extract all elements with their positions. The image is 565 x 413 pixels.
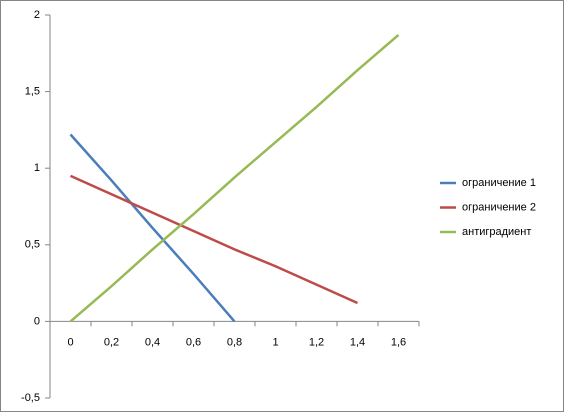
y-tick-label: 1,5 <box>25 86 40 98</box>
legend-label: ограничение 1 <box>462 177 536 189</box>
x-tick-label: 1,2 <box>309 336 324 348</box>
series-line <box>69 33 400 323</box>
y-tick-label: 1 <box>34 162 40 174</box>
x-tick-label: 0 <box>67 336 73 348</box>
series-line <box>69 174 359 305</box>
x-tick-label: 1,6 <box>391 336 406 348</box>
y-tick-label: -0,5 <box>21 392 40 404</box>
legend-label: ограничение 2 <box>462 201 536 213</box>
x-tick-label: 0,8 <box>227 336 242 348</box>
x-tick-label: 0,6 <box>186 336 201 348</box>
x-tick-label: 0,2 <box>104 336 119 348</box>
x-tick-label: 0,4 <box>145 336 160 348</box>
series-line <box>69 133 236 323</box>
x-tick-label: 1,4 <box>350 336 365 348</box>
legend-label: антиградиент <box>462 226 531 238</box>
y-tick-label: 2 <box>34 9 40 21</box>
y-tick-label: 0 <box>34 315 40 327</box>
y-tick-label: 0,5 <box>25 239 40 251</box>
x-tick-label: 1 <box>272 336 278 348</box>
